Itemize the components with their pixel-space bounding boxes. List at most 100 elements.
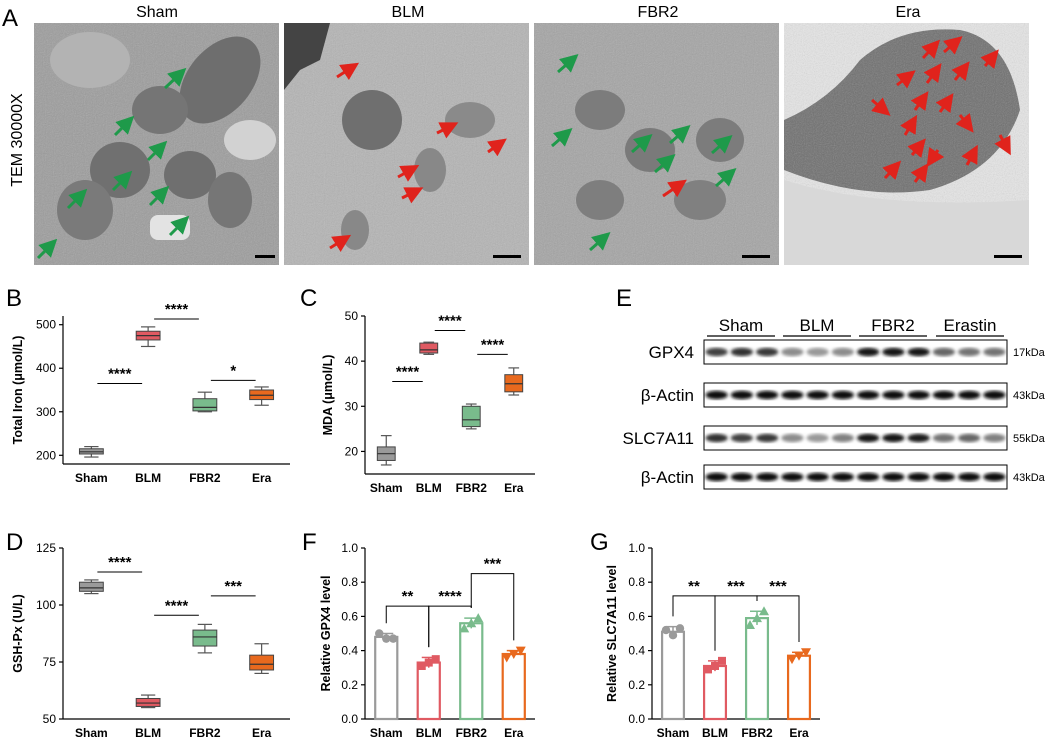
- x-tick-label: FBR2: [189, 726, 221, 740]
- chart-mda: 20 30 40 50 MDA (μmol/L) Sham BLM FBR2 Era **** **…: [321, 309, 535, 495]
- wb-membrane: [703, 425, 1008, 451]
- panel-letter-e: E: [616, 285, 632, 312]
- significance-stars: ****: [396, 363, 420, 380]
- x-tick-label: Sham: [370, 481, 403, 495]
- y-tick-label: 1.0: [628, 541, 645, 555]
- significance-stars: **: [688, 578, 700, 595]
- panel-letter-a: A: [2, 5, 18, 32]
- bar-fbr2: [459, 622, 484, 721]
- y-tick-label: 0.0: [341, 712, 358, 726]
- significance-stars: ****: [165, 597, 189, 614]
- wb-band: [907, 472, 930, 482]
- wb-band: [806, 433, 829, 443]
- data-point: [759, 606, 769, 616]
- tem-image-sham: Sham: [34, 4, 279, 265]
- x-tick-label: FBR2: [456, 726, 488, 740]
- significance-stars: ****: [438, 588, 462, 605]
- x-tick-label: FBR2: [189, 471, 221, 485]
- wb-band: [857, 433, 880, 443]
- panel-letter-b: B: [6, 285, 22, 312]
- significance-stars: **: [402, 588, 414, 605]
- wb-group-label: Erastin: [944, 316, 997, 335]
- data-point: [718, 656, 726, 665]
- tem-title-fbr2: FBR2: [638, 4, 679, 21]
- x-tick-label: BLM: [416, 726, 442, 740]
- data-point: [711, 661, 719, 670]
- chart-relative-gpx4: 0.0 0.2 0.4 0.6 0.8 1.0 Relative GPX4 level Sha…: [319, 541, 535, 740]
- significance-stars: ****: [438, 312, 462, 329]
- wb-membrane: [703, 464, 1008, 490]
- wb-band: [705, 347, 728, 357]
- y-tick-label: 200: [36, 448, 56, 462]
- wb-band: [831, 390, 854, 400]
- data-point: [801, 648, 811, 658]
- y-tick-label: 400: [36, 361, 56, 375]
- y-tick-label: 0.6: [628, 609, 645, 623]
- y-tick-label: 125: [36, 541, 56, 555]
- data-point: [459, 623, 470, 633]
- wb-band: [932, 433, 955, 443]
- x-tick-label: BLM: [702, 726, 728, 740]
- bar-fbr2: [744, 617, 770, 721]
- y-axis-label: Total Iron (μmol/L): [11, 336, 25, 445]
- wb-band: [730, 472, 753, 482]
- wb-band: [756, 472, 779, 482]
- box-fbr2: [192, 398, 218, 412]
- wb-membrane: [703, 339, 1008, 365]
- wb-group-label: FBR2: [871, 316, 914, 335]
- wb-band: [907, 390, 930, 400]
- bar-blm: [416, 661, 441, 721]
- significance-stars: ***: [727, 578, 745, 595]
- y-tick-label: 1.0: [341, 541, 358, 555]
- wb-band: [756, 347, 779, 357]
- panel-letter-f: F: [302, 529, 317, 556]
- wb-band: [958, 390, 981, 400]
- y-axis-label: GSH-Px (U/L): [11, 594, 25, 672]
- significance-stars: ****: [481, 336, 505, 353]
- wb-row-label: SLC7A11: [622, 429, 694, 448]
- data-point: [501, 653, 512, 663]
- y-axis-label: Relative GPX4 level: [319, 575, 333, 691]
- wb-band: [983, 472, 1006, 482]
- bar-sham: [374, 635, 399, 721]
- y-axis-label: Relative SLC7A11 level: [605, 565, 619, 702]
- wb-band: [983, 347, 1006, 357]
- wb-band: [983, 433, 1006, 443]
- wb-band: [857, 390, 880, 400]
- wb-kda-label: 55kDa: [1013, 433, 1046, 445]
- x-tick-label: Era: [504, 481, 524, 495]
- x-tick-label: FBR2: [456, 481, 488, 495]
- wb-row-label: β-Actin: [641, 468, 694, 487]
- wb-band: [882, 433, 905, 443]
- wb-band: [857, 472, 880, 482]
- wb-band: [781, 433, 804, 443]
- data-point: [661, 625, 671, 635]
- wb-band: [932, 472, 955, 482]
- y-tick-label: 500: [36, 318, 56, 332]
- wb-row-label: β-Actin: [641, 386, 694, 405]
- data-point: [675, 624, 685, 633]
- data-point: [466, 618, 477, 628]
- y-tick-label: 0.4: [628, 644, 645, 658]
- wb-band: [882, 390, 905, 400]
- wb-band: [932, 390, 955, 400]
- x-tick-label: Era: [252, 471, 272, 485]
- x-tick-label: Era: [504, 726, 524, 740]
- data-point: [417, 661, 426, 670]
- wb-band: [756, 390, 779, 400]
- y-tick-label: 50: [43, 712, 57, 726]
- wb-band: [831, 472, 854, 482]
- data-point: [389, 634, 398, 643]
- tem-image-blm: BLM: [284, 4, 529, 265]
- wb-kda-label: 43kDa: [1013, 472, 1046, 484]
- data-point: [704, 665, 712, 674]
- western-blot: Sham BLM FBR2 Erastin GPX4 17kDa β-Actin 43kDa S…: [622, 316, 1046, 490]
- tem-title-sham: Sham: [136, 4, 178, 21]
- tem-image-era: Era: [784, 4, 1029, 265]
- y-tick-label: 0.2: [628, 678, 645, 692]
- wb-kda-label: 43kDa: [1013, 390, 1046, 402]
- tem-image-fbr2: FBR2: [534, 4, 779, 265]
- wb-band: [730, 390, 753, 400]
